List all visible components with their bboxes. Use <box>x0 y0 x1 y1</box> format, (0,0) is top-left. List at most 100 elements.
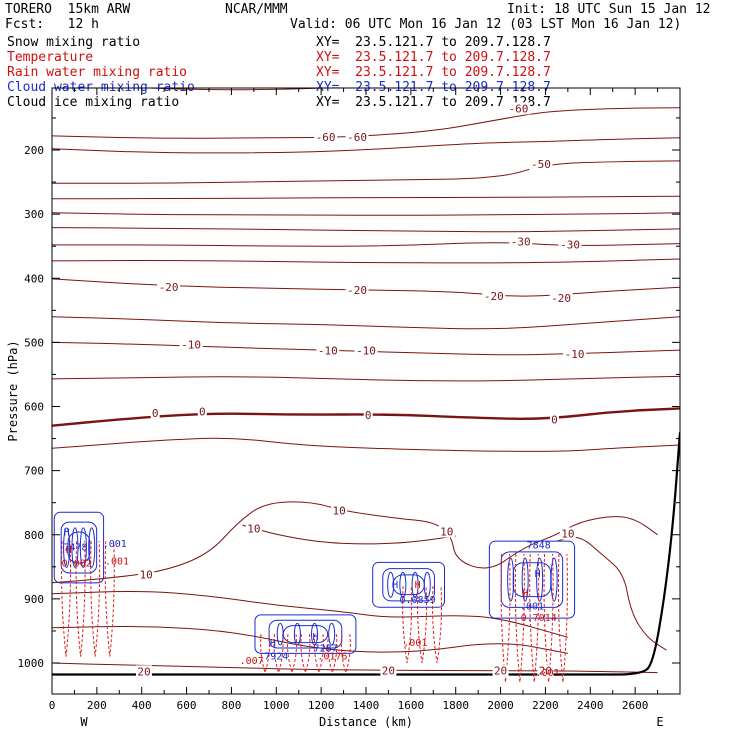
isotherm-label-bg-5 <box>558 238 582 251</box>
hydro-label-10: .0176 <box>317 651 347 662</box>
x-tick-label-13: 2600 <box>622 699 649 712</box>
isotherm-label-bg-22 <box>138 568 155 581</box>
cloud-water-cell-2-2 <box>411 571 419 598</box>
cloud-water-contour-0-2 <box>67 531 91 564</box>
isotherm-label-13: -10 <box>565 348 585 361</box>
hydro-label-19: .001 <box>520 601 544 612</box>
hydro-label-13: H <box>415 580 421 591</box>
isotherm-label-bg-1 <box>314 131 338 144</box>
rain-contour-4-3 <box>104 541 115 657</box>
hydro-label-20: 0.7014 <box>521 613 557 624</box>
rain-contour-6-2 <box>432 586 443 664</box>
hydro-label-3: 0.002 <box>62 558 92 569</box>
field-name-snow: Snow mixing ratio <box>7 35 141 50</box>
cloud-water-cell-1-0 <box>276 622 284 646</box>
cloud-water-contour-3-0 <box>488 540 576 619</box>
rain-contour-5-4 <box>313 634 324 675</box>
isotherm-label-6: -20 <box>159 281 179 294</box>
isotherm-label-bg-23 <box>135 665 152 678</box>
x-tick-label-9: 1800 <box>442 699 469 712</box>
forecast-label: Fcst: 12 h <box>5 17 99 32</box>
cloud-water-contour-2-1 <box>382 568 435 602</box>
cloud-water-cell-0-1 <box>71 527 79 568</box>
hydro-label-1: 7478 <box>64 542 88 553</box>
field-name-rain: Rain water mixing ratio <box>7 65 188 80</box>
model-label: TORERO 15km ARW <box>5 2 131 17</box>
field-xy-temperature: XY= 23.5.121.7 to 209.7.128.7 <box>316 50 551 65</box>
series-line-8 <box>52 258 680 264</box>
y-tick-label-0: 200 <box>24 144 44 157</box>
valid-label: Valid: 06 UTC Mon 16 Jan 12 (03 LST Mon … <box>290 17 682 32</box>
y-tick-label-4: 600 <box>24 401 44 414</box>
isotherm-label-bg-11 <box>316 344 340 357</box>
cloud-water-cell-1-3 <box>328 622 336 646</box>
isotherm-label-11: -10 <box>318 345 338 358</box>
isotherm-label-bg-17 <box>549 413 559 426</box>
rain-contour-5-5 <box>327 634 338 675</box>
hydro-region-4 <box>61 541 115 657</box>
isotherm-label-bg-15 <box>197 405 207 418</box>
series-line-5 <box>52 212 680 216</box>
field-name-cloud-water: Cloud water mixing ratio <box>7 80 195 95</box>
x-axis-label: Distance (km) <box>319 715 413 729</box>
isotherm-label-12: -10 <box>356 345 376 358</box>
x-tick-label-4: 800 <box>221 699 241 712</box>
field-name-cloud-ice: Cloud ice mixing ratio <box>7 95 180 110</box>
hydro-region-2 <box>372 561 446 608</box>
isotherm-label-bg-21 <box>559 527 576 540</box>
series-line-3 <box>52 160 680 184</box>
hydro-region-0 <box>53 511 105 584</box>
cloud-water-cell-2-3 <box>423 571 431 598</box>
field-xy-snow: XY= 23.5.121.7 to 209.7.128.7 <box>316 35 551 50</box>
isotherm-label-bg-18 <box>331 504 348 517</box>
isotherm-label-26: 20 <box>539 665 552 678</box>
isotherm-label-2: -60 <box>347 131 367 144</box>
hydro-region-5 <box>260 634 351 675</box>
east-label: E <box>656 715 663 729</box>
rain-contour-5-0 <box>260 634 271 675</box>
cloud-water-contour-3-2 <box>512 562 552 598</box>
x-tick-label-12: 2400 <box>577 699 604 712</box>
hydro-label-11: .007 <box>240 656 264 667</box>
isotherm-label-bg-2 <box>345 131 369 144</box>
isotherm-label-bg-26 <box>537 664 554 677</box>
isotherm-label-21: 10 <box>561 527 574 540</box>
isotherm-label-24: 20 <box>382 665 395 678</box>
x-tick-label-10: 2000 <box>487 699 514 712</box>
isotherm-label-bg-12 <box>354 344 378 357</box>
hydro-region-3 <box>488 540 576 619</box>
isotherm-label-17: 0 <box>551 413 558 426</box>
cloud-water-cell-2-0 <box>387 571 395 598</box>
hydro-region-6 <box>402 586 443 664</box>
cloud-water-contour-2-0 <box>372 561 446 608</box>
isotherm-label-bg-9 <box>549 292 573 305</box>
isotherm-layer <box>52 88 680 676</box>
isotherm-label-bg-3 <box>529 158 553 171</box>
series-line-12 <box>52 375 680 382</box>
series-line-1 <box>52 107 680 139</box>
isotherm-label-bg-8 <box>482 290 506 303</box>
hydro-region-7 <box>500 553 568 683</box>
hydro-label-18: H <box>522 588 528 599</box>
cloud-water-cell-1-1 <box>293 622 301 646</box>
hydro-label-4: .001 <box>103 539 127 550</box>
y-tick-label-6: 800 <box>24 529 44 542</box>
isotherm-label-7: -20 <box>347 284 367 297</box>
hydro-label-2: H <box>66 545 72 556</box>
init-label: Init: 18 UTC Sun 15 Jan 12 <box>507 2 711 17</box>
series-line-16 <box>242 524 456 545</box>
rain-contour-7-1 <box>514 553 525 683</box>
hydro-label-21: .001 <box>536 668 560 679</box>
rain-contour-5-2 <box>286 634 297 675</box>
hydrometeor-layer <box>53 511 576 683</box>
series-line-6 <box>52 227 680 233</box>
rain-contour-7-2 <box>529 553 540 683</box>
isotherm-label-bg-4 <box>509 235 533 248</box>
x-tick-label-5: 1000 <box>263 699 290 712</box>
isotherm-label-bg-16 <box>363 408 373 421</box>
center-label: NCAR/MMM <box>225 2 288 17</box>
isotherm-label-10: -10 <box>181 338 201 351</box>
series-line-13 <box>52 407 680 427</box>
isotherm-label-25: 20 <box>494 665 507 678</box>
y-tick-label-2: 400 <box>24 272 44 285</box>
